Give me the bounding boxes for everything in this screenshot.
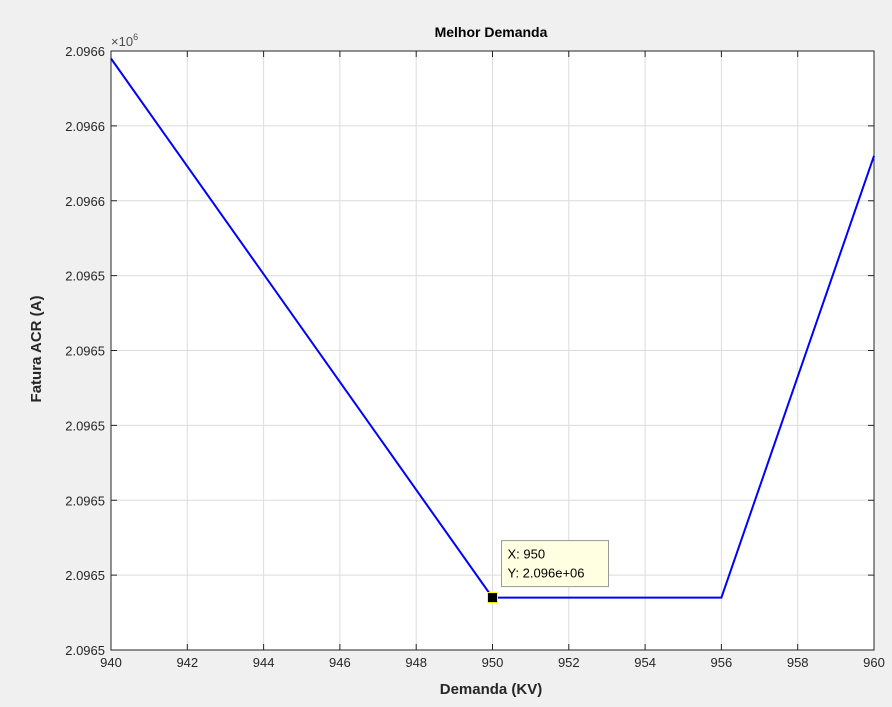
- x-tick-label: 944: [253, 655, 275, 670]
- x-tick-label: 946: [329, 655, 351, 670]
- series-line: [110, 57, 875, 599]
- y-tick-label: 2.0965: [65, 493, 105, 508]
- x-tick-label: 948: [405, 655, 427, 670]
- chart-title: Melhor Demanda: [435, 24, 548, 40]
- y-tick-label: 2.0965: [65, 568, 105, 583]
- y-exponent-base: ×10: [111, 34, 133, 49]
- y-tick-label: 2.0965: [65, 269, 105, 284]
- datatip-y-text: Y: 2.096e+06: [508, 566, 585, 581]
- x-tick-label: 952: [558, 655, 580, 670]
- x-tick-label: 942: [176, 655, 198, 670]
- y-tick-label: 2.0966: [65, 194, 105, 209]
- x-tick-label: 958: [787, 655, 809, 670]
- y-tick-label: 2.0965: [65, 344, 105, 359]
- y-tick-label: 2.0965: [65, 643, 105, 658]
- datatip-box: [501, 540, 609, 588]
- y-tick-label: 2.0965: [65, 418, 105, 433]
- series: [110, 57, 875, 599]
- datatip[interactable]: X: 950 Y: 2.096e+06: [487, 540, 609, 604]
- x-tick-label: 940: [100, 655, 122, 670]
- x-tick-label: 950: [482, 655, 504, 670]
- y-axis-label: Fatura ACR (A): [28, 296, 45, 403]
- x-tick-label: 960: [863, 655, 885, 670]
- y-tick-label: 2.0966: [65, 119, 105, 134]
- y-tick-label: 2.0966: [65, 44, 105, 59]
- ticks: 940 942 944 946 948 950 952 954 956 958 960 2.0965 2…: [65, 44, 885, 670]
- x-tick-label: 956: [711, 655, 733, 670]
- datatip-marker[interactable]: [487, 592, 498, 604]
- x-tick-label: 954: [634, 655, 656, 670]
- y-exponent-power: 6: [133, 32, 138, 42]
- datatip-x-text: X: 950: [508, 547, 546, 562]
- x-axis-label: Demanda (KV): [440, 681, 543, 698]
- y-axis-exponent: ×106: [111, 32, 138, 49]
